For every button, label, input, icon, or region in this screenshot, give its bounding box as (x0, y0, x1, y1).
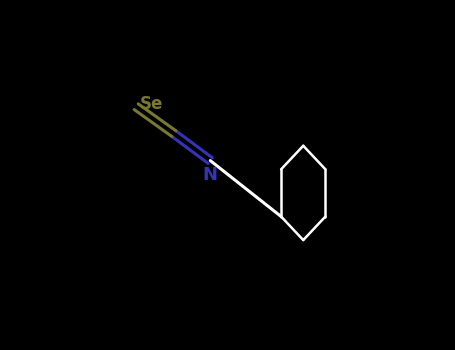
Text: Se: Se (140, 95, 164, 113)
Text: N: N (203, 166, 218, 184)
